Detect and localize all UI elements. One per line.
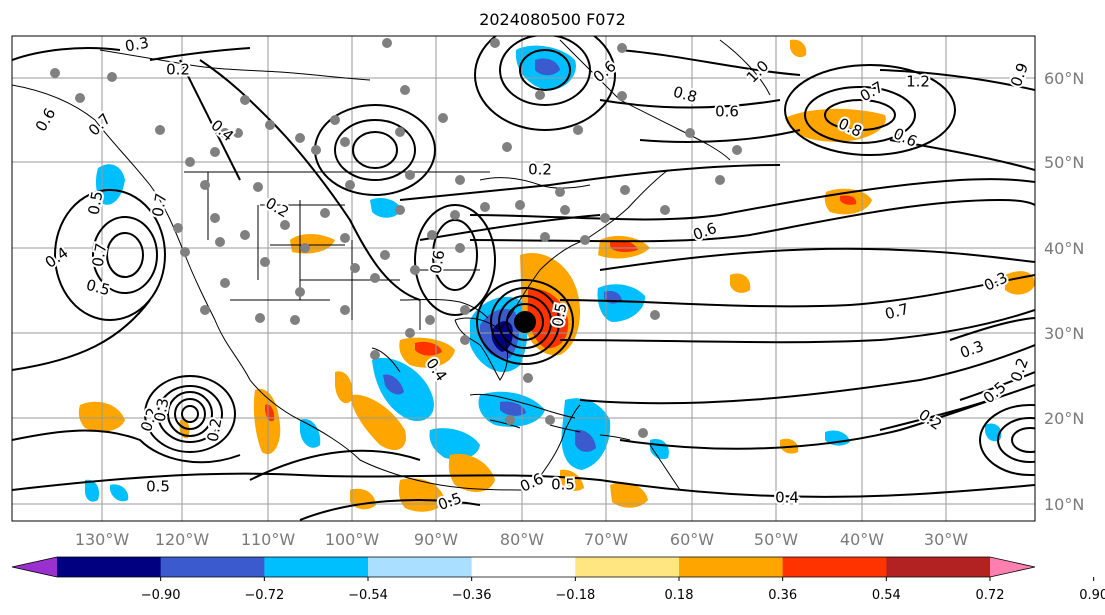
longitude-label: 90°W bbox=[414, 530, 458, 549]
colorbar-segment bbox=[57, 557, 162, 577]
colorbar-tick-label: 0.36 bbox=[768, 588, 797, 603]
colorbar-segment bbox=[886, 557, 991, 577]
colorbar: −0.90 −0.72 −0.54 −0.36 −0.18 0.18 0.36 0.54 0.7… bbox=[11, 556, 1105, 603]
latitude-label: 60°N bbox=[1044, 69, 1084, 88]
colorbar-tick-label: −0.18 bbox=[555, 588, 595, 603]
longitude-label: 110°W bbox=[241, 530, 296, 549]
contour-label: 1.2 bbox=[906, 73, 930, 91]
colorbar-tick-label: −0.36 bbox=[452, 588, 492, 603]
map-frame bbox=[11, 35, 1036, 522]
longitude-label: 100°W bbox=[325, 530, 380, 549]
latitude-label: 30°N bbox=[1044, 324, 1084, 343]
contour-label: 0.5 bbox=[85, 190, 107, 217]
contour-label: 0.5 bbox=[146, 478, 170, 496]
longitude-label: 60°W bbox=[670, 530, 714, 549]
colorbar-segment bbox=[575, 557, 680, 577]
longitude-label: 70°W bbox=[584, 530, 628, 549]
latitude-labels: 60°N 50°N 40°N 30°N 20°N 10°N bbox=[1044, 69, 1084, 514]
longitude-labels: 130°W 120°W 110°W 100°W 90°W 80°W 70°W 60°W 50°W… bbox=[75, 530, 968, 549]
longitude-label: 30°W bbox=[924, 530, 968, 549]
colorbar-segment bbox=[368, 557, 473, 577]
latitude-label: 50°N bbox=[1044, 153, 1084, 172]
colorbar-tick-label: 0.18 bbox=[665, 588, 694, 603]
colorbar-segment bbox=[471, 557, 576, 577]
contour-label: 0.2 bbox=[528, 161, 552, 179]
colorbar-segment bbox=[160, 557, 265, 577]
contour-label: 0.2 bbox=[166, 61, 190, 79]
colorbar-segment bbox=[679, 557, 784, 577]
contour-label: 0.3 bbox=[124, 34, 151, 56]
colorbar-segment bbox=[782, 557, 887, 577]
cyclone-center-marker bbox=[515, 312, 535, 332]
colorbar-tick-label: −0.54 bbox=[348, 588, 388, 603]
contour-label: 0.5 bbox=[551, 476, 575, 494]
latitude-label: 10°N bbox=[1044, 495, 1084, 514]
colorbar-extend-min bbox=[12, 557, 57, 577]
contour-label: 0.6 bbox=[715, 103, 739, 121]
colorbar-tick-label: 0.90 bbox=[1079, 588, 1105, 603]
latitude-label: 40°N bbox=[1044, 239, 1084, 258]
colorbar-tick-label: −0.72 bbox=[244, 588, 284, 603]
colorbar-outline bbox=[11, 556, 1036, 578]
latitude-label: 20°N bbox=[1044, 409, 1084, 428]
colorbar-tick-label: 0.54 bbox=[872, 588, 901, 603]
map-title: 2024080500 F072 bbox=[479, 10, 626, 29]
colorbar-segment bbox=[264, 557, 369, 577]
contour-label: 0.4 bbox=[775, 489, 799, 507]
station-markers bbox=[50, 38, 742, 438]
longitude-label: 50°W bbox=[754, 530, 798, 549]
longitude-label: 80°W bbox=[500, 530, 544, 549]
longitude-label: 120°W bbox=[155, 530, 210, 549]
contour-lines bbox=[12, 36, 1035, 521]
longitude-label: 130°W bbox=[75, 530, 130, 549]
colorbar-tick-label: −0.90 bbox=[141, 588, 181, 603]
colorbar-tick-label: 0.72 bbox=[976, 588, 1005, 603]
colorbar-extend-max bbox=[990, 557, 1035, 577]
longitude-label: 40°W bbox=[840, 530, 884, 549]
